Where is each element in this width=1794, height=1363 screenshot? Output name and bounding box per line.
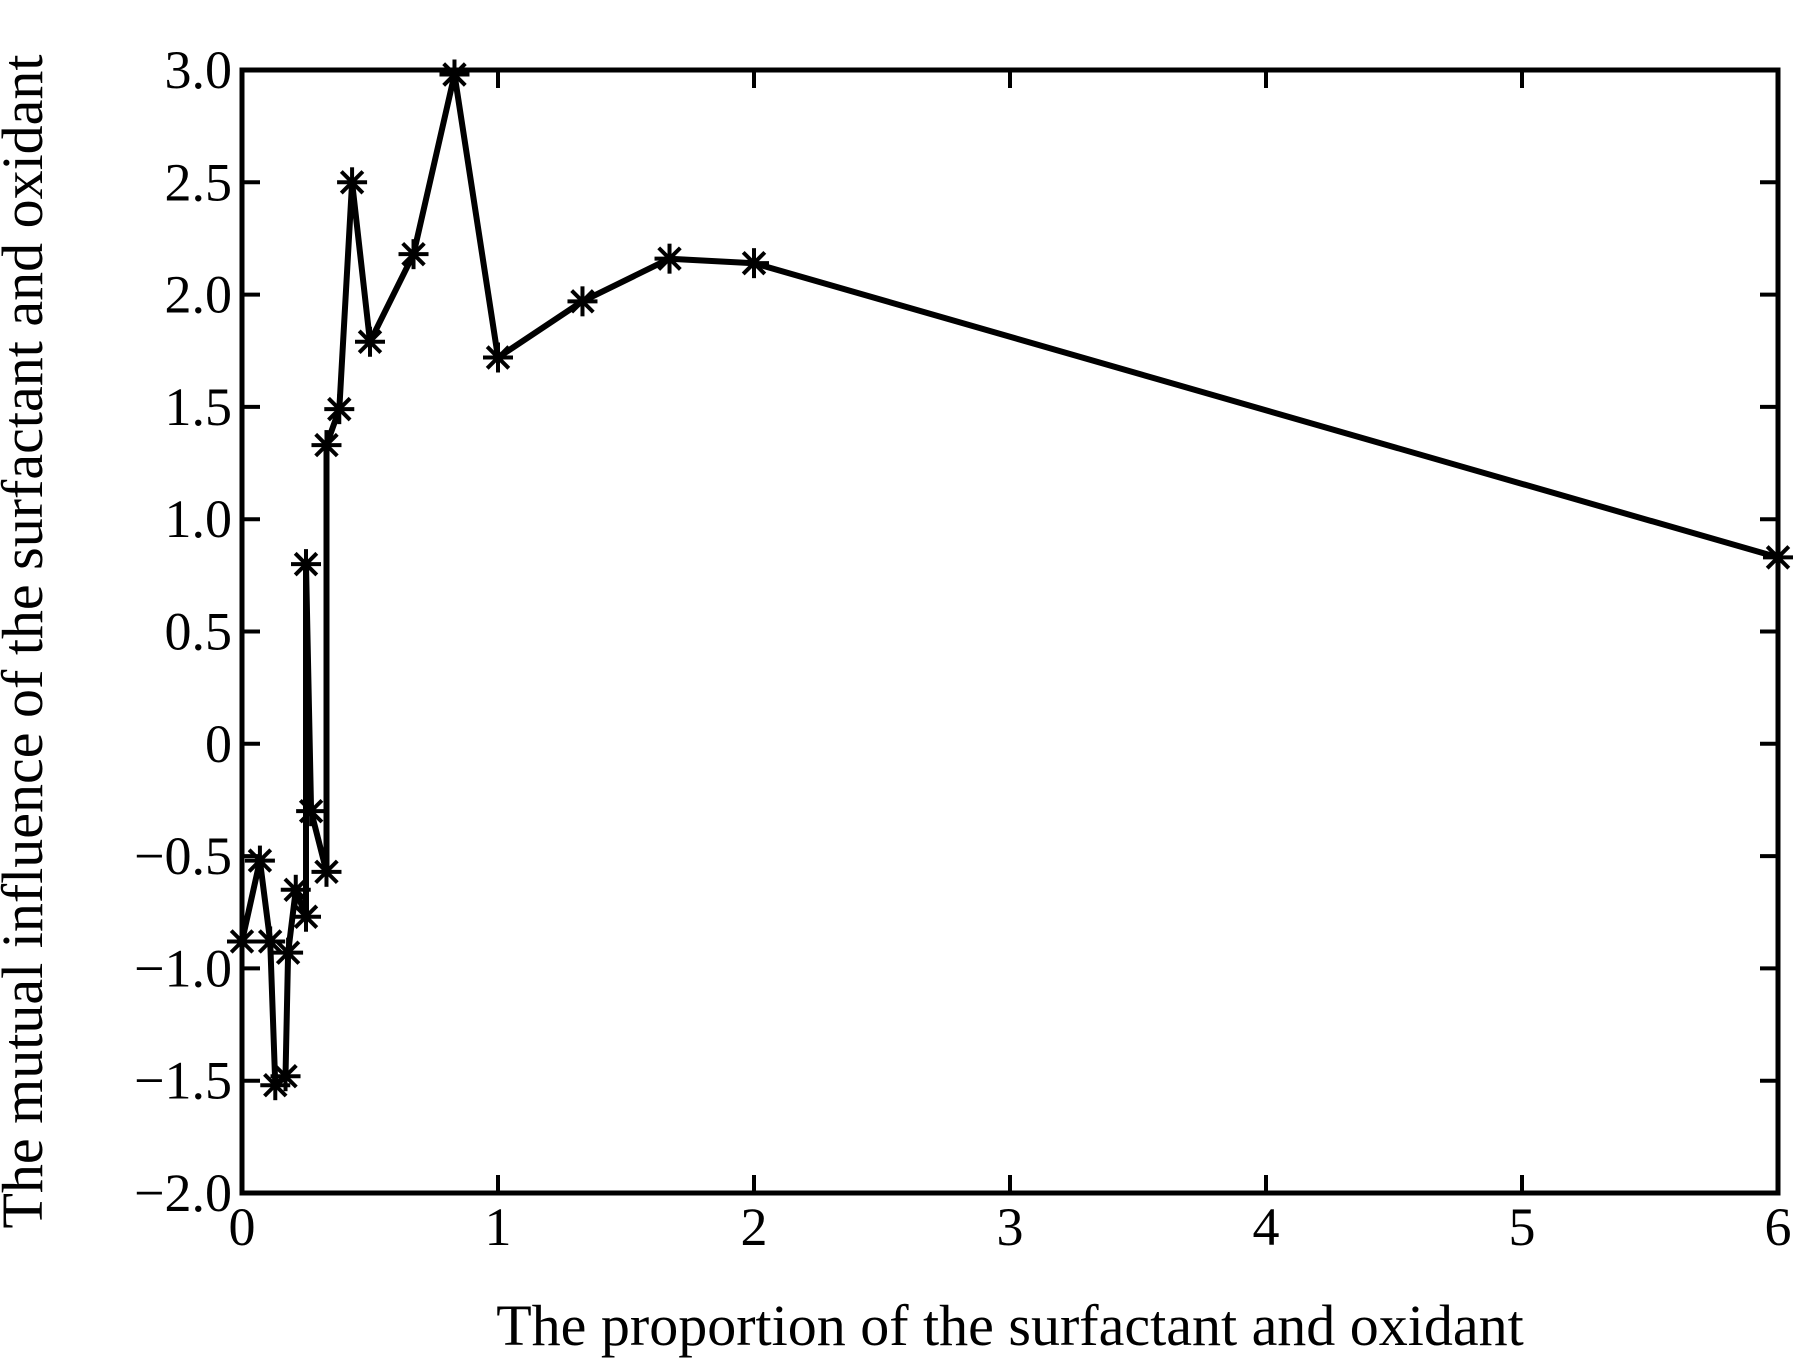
y-tick-label-8: 2.0 bbox=[165, 265, 233, 325]
y-tick-label-5: 0.5 bbox=[165, 602, 233, 662]
y-tick-label-9: 2.5 bbox=[165, 152, 233, 212]
plot-frame bbox=[239, 67, 1781, 1196]
x-tick-label-4: 4 bbox=[1253, 1197, 1280, 1257]
data-point-16 bbox=[439, 59, 470, 90]
y-tick-label-7: 1.5 bbox=[165, 377, 233, 437]
y-tick-label-2: −1.0 bbox=[134, 938, 232, 998]
x-tick-label-1: 1 bbox=[485, 1197, 512, 1257]
data-point-15 bbox=[398, 239, 429, 270]
x-tick-label-6: 6 bbox=[1765, 1197, 1792, 1257]
data-point-6 bbox=[280, 874, 311, 905]
x-tick-label-5: 5 bbox=[1509, 1197, 1536, 1257]
data-point-7 bbox=[291, 901, 321, 932]
data-point-17 bbox=[483, 342, 513, 373]
data-point-markers bbox=[227, 59, 1793, 1101]
x-tick-label-3: 3 bbox=[997, 1197, 1024, 1257]
y-tick-label-10: 3.0 bbox=[165, 40, 233, 100]
y-axis-tick-labels: −2.0 −1.5 −1.0 −0.5 0 0.5 1.0 1.5 2.0 2.5 3.0 bbox=[134, 40, 232, 1223]
y-tick-label-0: −2.0 bbox=[134, 1163, 232, 1223]
y-axis-title: The mutual influence of the surfactant a… bbox=[0, 54, 55, 1228]
y-axis-ticks bbox=[242, 68, 1778, 1195]
data-point-11 bbox=[311, 430, 342, 461]
data-point-10 bbox=[311, 856, 342, 887]
series-line bbox=[239, 71, 1779, 1089]
data-point-1 bbox=[244, 845, 275, 876]
x-axis-title: The proportion of the surfactant and oxi… bbox=[496, 1293, 1524, 1358]
data-point-20 bbox=[739, 248, 769, 279]
y-tick-label-3: −0.5 bbox=[134, 826, 232, 886]
x-tick-label-0: 0 bbox=[229, 1197, 256, 1257]
data-point-12 bbox=[324, 394, 355, 425]
data-point-9 bbox=[296, 796, 327, 827]
data-point-13 bbox=[337, 167, 368, 198]
x-axis-ticks bbox=[240, 70, 1780, 1193]
x-tick-label-2: 2 bbox=[741, 1197, 768, 1257]
data-point-19 bbox=[654, 243, 685, 274]
data-point-8 bbox=[291, 549, 321, 580]
data-point-18 bbox=[567, 286, 598, 317]
data-point-4 bbox=[270, 1061, 301, 1092]
y-tick-label-4: 0 bbox=[205, 714, 232, 774]
y-tick-label-1: −1.5 bbox=[134, 1051, 232, 1111]
data-point-5 bbox=[273, 937, 304, 968]
data-point-14 bbox=[355, 326, 385, 357]
data-point-2 bbox=[255, 926, 286, 957]
y-tick-label-6: 1.0 bbox=[165, 489, 233, 549]
x-axis-tick-labels: 0 1 2 3 4 5 6 bbox=[229, 1197, 1792, 1257]
